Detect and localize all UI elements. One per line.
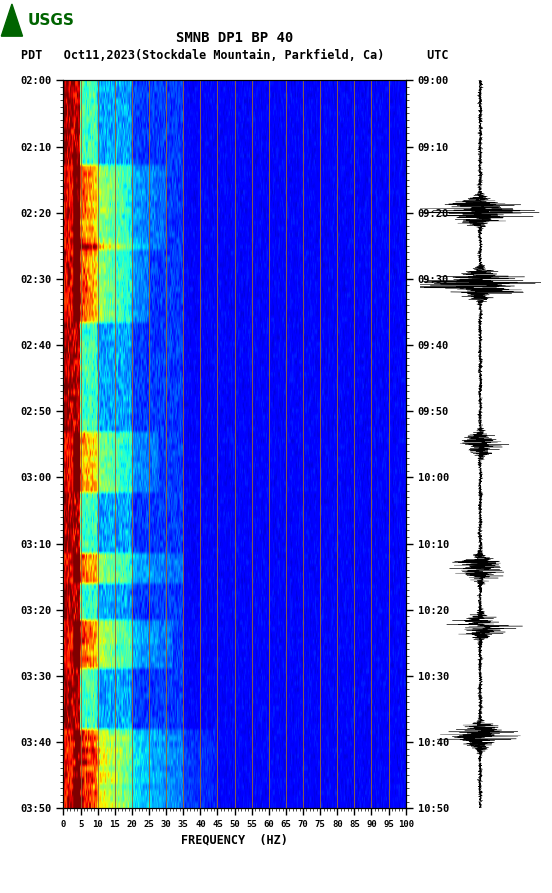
Text: PDT   Oct11,2023(Stockdale Mountain, Parkfield, Ca)      UTC: PDT Oct11,2023(Stockdale Mountain, Parkf… xyxy=(21,49,448,62)
X-axis label: FREQUENCY  (HZ): FREQUENCY (HZ) xyxy=(181,833,288,847)
Polygon shape xyxy=(1,4,23,37)
Text: USGS: USGS xyxy=(28,13,75,28)
Text: SMNB DP1 BP 40: SMNB DP1 BP 40 xyxy=(176,30,293,45)
